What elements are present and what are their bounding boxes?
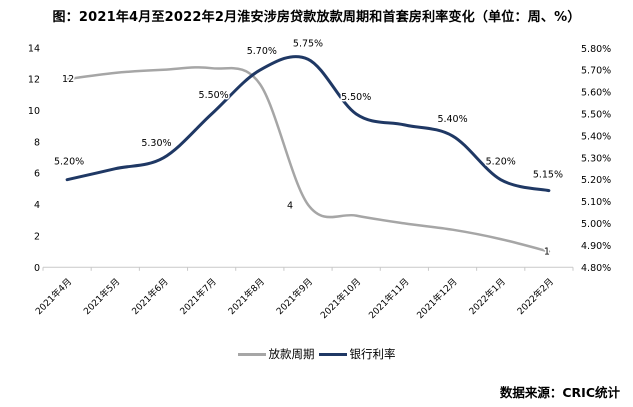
left-axis-tick-label: 8 <box>34 137 40 148</box>
data-label-bank-rate: 5.75% <box>293 38 323 49</box>
x-axis-label: 2021年5月 <box>81 276 122 317</box>
x-axis-label: 2022年1月 <box>466 276 507 317</box>
x-axis-label: 2022年2月 <box>515 276 556 317</box>
right-axis-tick-label: 5.20% <box>581 175 611 186</box>
data-label-bank-rate: 5.15% <box>533 170 563 181</box>
x-axis-label: 2021年8月 <box>225 276 266 317</box>
x-axis-label: 2021年10月 <box>318 276 364 322</box>
right-axis-tick-label: 5.10% <box>581 197 611 208</box>
data-source: 数据来源：CRIC统计 <box>499 385 620 400</box>
chart-title: 图：2021年4月至2022年2月淮安涉房贷款放款周期和首套房利率变化（单位：周… <box>52 10 581 25</box>
right-axis-tick-label: 5.50% <box>581 110 611 121</box>
data-label-bank-rate: 5.70% <box>247 46 277 57</box>
left-axis-tick-label: 6 <box>34 169 40 180</box>
data-label-bank-rate: 5.20% <box>54 157 84 168</box>
legend-swatch-loan-cycle <box>237 352 266 356</box>
data-label-loan-cycle: 12 <box>62 74 74 85</box>
legend-label-bank-rate: 银行利率 <box>349 347 396 361</box>
left-axis-tick-label: 14 <box>28 43 40 54</box>
left-axis-tick-label: 0 <box>34 263 40 274</box>
left-axis-tick-label: 10 <box>28 106 40 117</box>
x-axis-label: 2021年7月 <box>177 276 218 317</box>
data-label-bank-rate: 5.50% <box>199 90 229 101</box>
right-axis-tick-label: 4.90% <box>581 241 611 252</box>
series-line-loan-cycle <box>65 66 551 253</box>
right-axis-tick-label: 5.00% <box>581 219 611 230</box>
left-axis-tick-label: 2 <box>34 231 40 242</box>
x-axis-label: 2021年12月 <box>414 276 460 322</box>
series-line-bank-rate <box>65 55 551 193</box>
left-axis-tick-label: 12 <box>28 75 40 86</box>
data-label-bank-rate: 5.30% <box>141 138 171 149</box>
right-axis-tick-label: 4.80% <box>581 263 611 274</box>
legend-swatch-bank-rate <box>318 352 347 356</box>
x-axis-label: 2021年4月 <box>33 276 74 317</box>
left-axis-tick-label: 4 <box>34 200 40 211</box>
right-axis-tick-label: 5.40% <box>581 131 611 142</box>
x-axis-label: 2021年11月 <box>366 276 412 322</box>
data-label-bank-rate: 5.20% <box>486 157 516 168</box>
legend-item-bank-rate: 银行利率 <box>318 346 396 362</box>
right-axis-tick-label: 5.30% <box>581 153 611 164</box>
legend-item-loan-cycle: 放款周期 <box>237 346 315 362</box>
legend: 放款周期 银行利率 <box>0 346 633 362</box>
x-axis-label: 2021年6月 <box>129 276 170 317</box>
right-axis-tick-label: 5.80% <box>581 44 611 55</box>
data-label-loan-cycle: 4 <box>287 201 293 212</box>
right-axis-tick-label: 5.60% <box>581 88 611 99</box>
data-label-bank-rate: 5.50% <box>341 92 371 103</box>
data-label-bank-rate: 5.40% <box>437 114 467 125</box>
right-axis-tick-label: 5.70% <box>581 66 611 77</box>
data-label-loan-cycle: 1 <box>544 247 550 258</box>
x-axis-label: 2021年9月 <box>274 276 315 317</box>
legend-label-loan-cycle: 放款周期 <box>268 347 315 361</box>
